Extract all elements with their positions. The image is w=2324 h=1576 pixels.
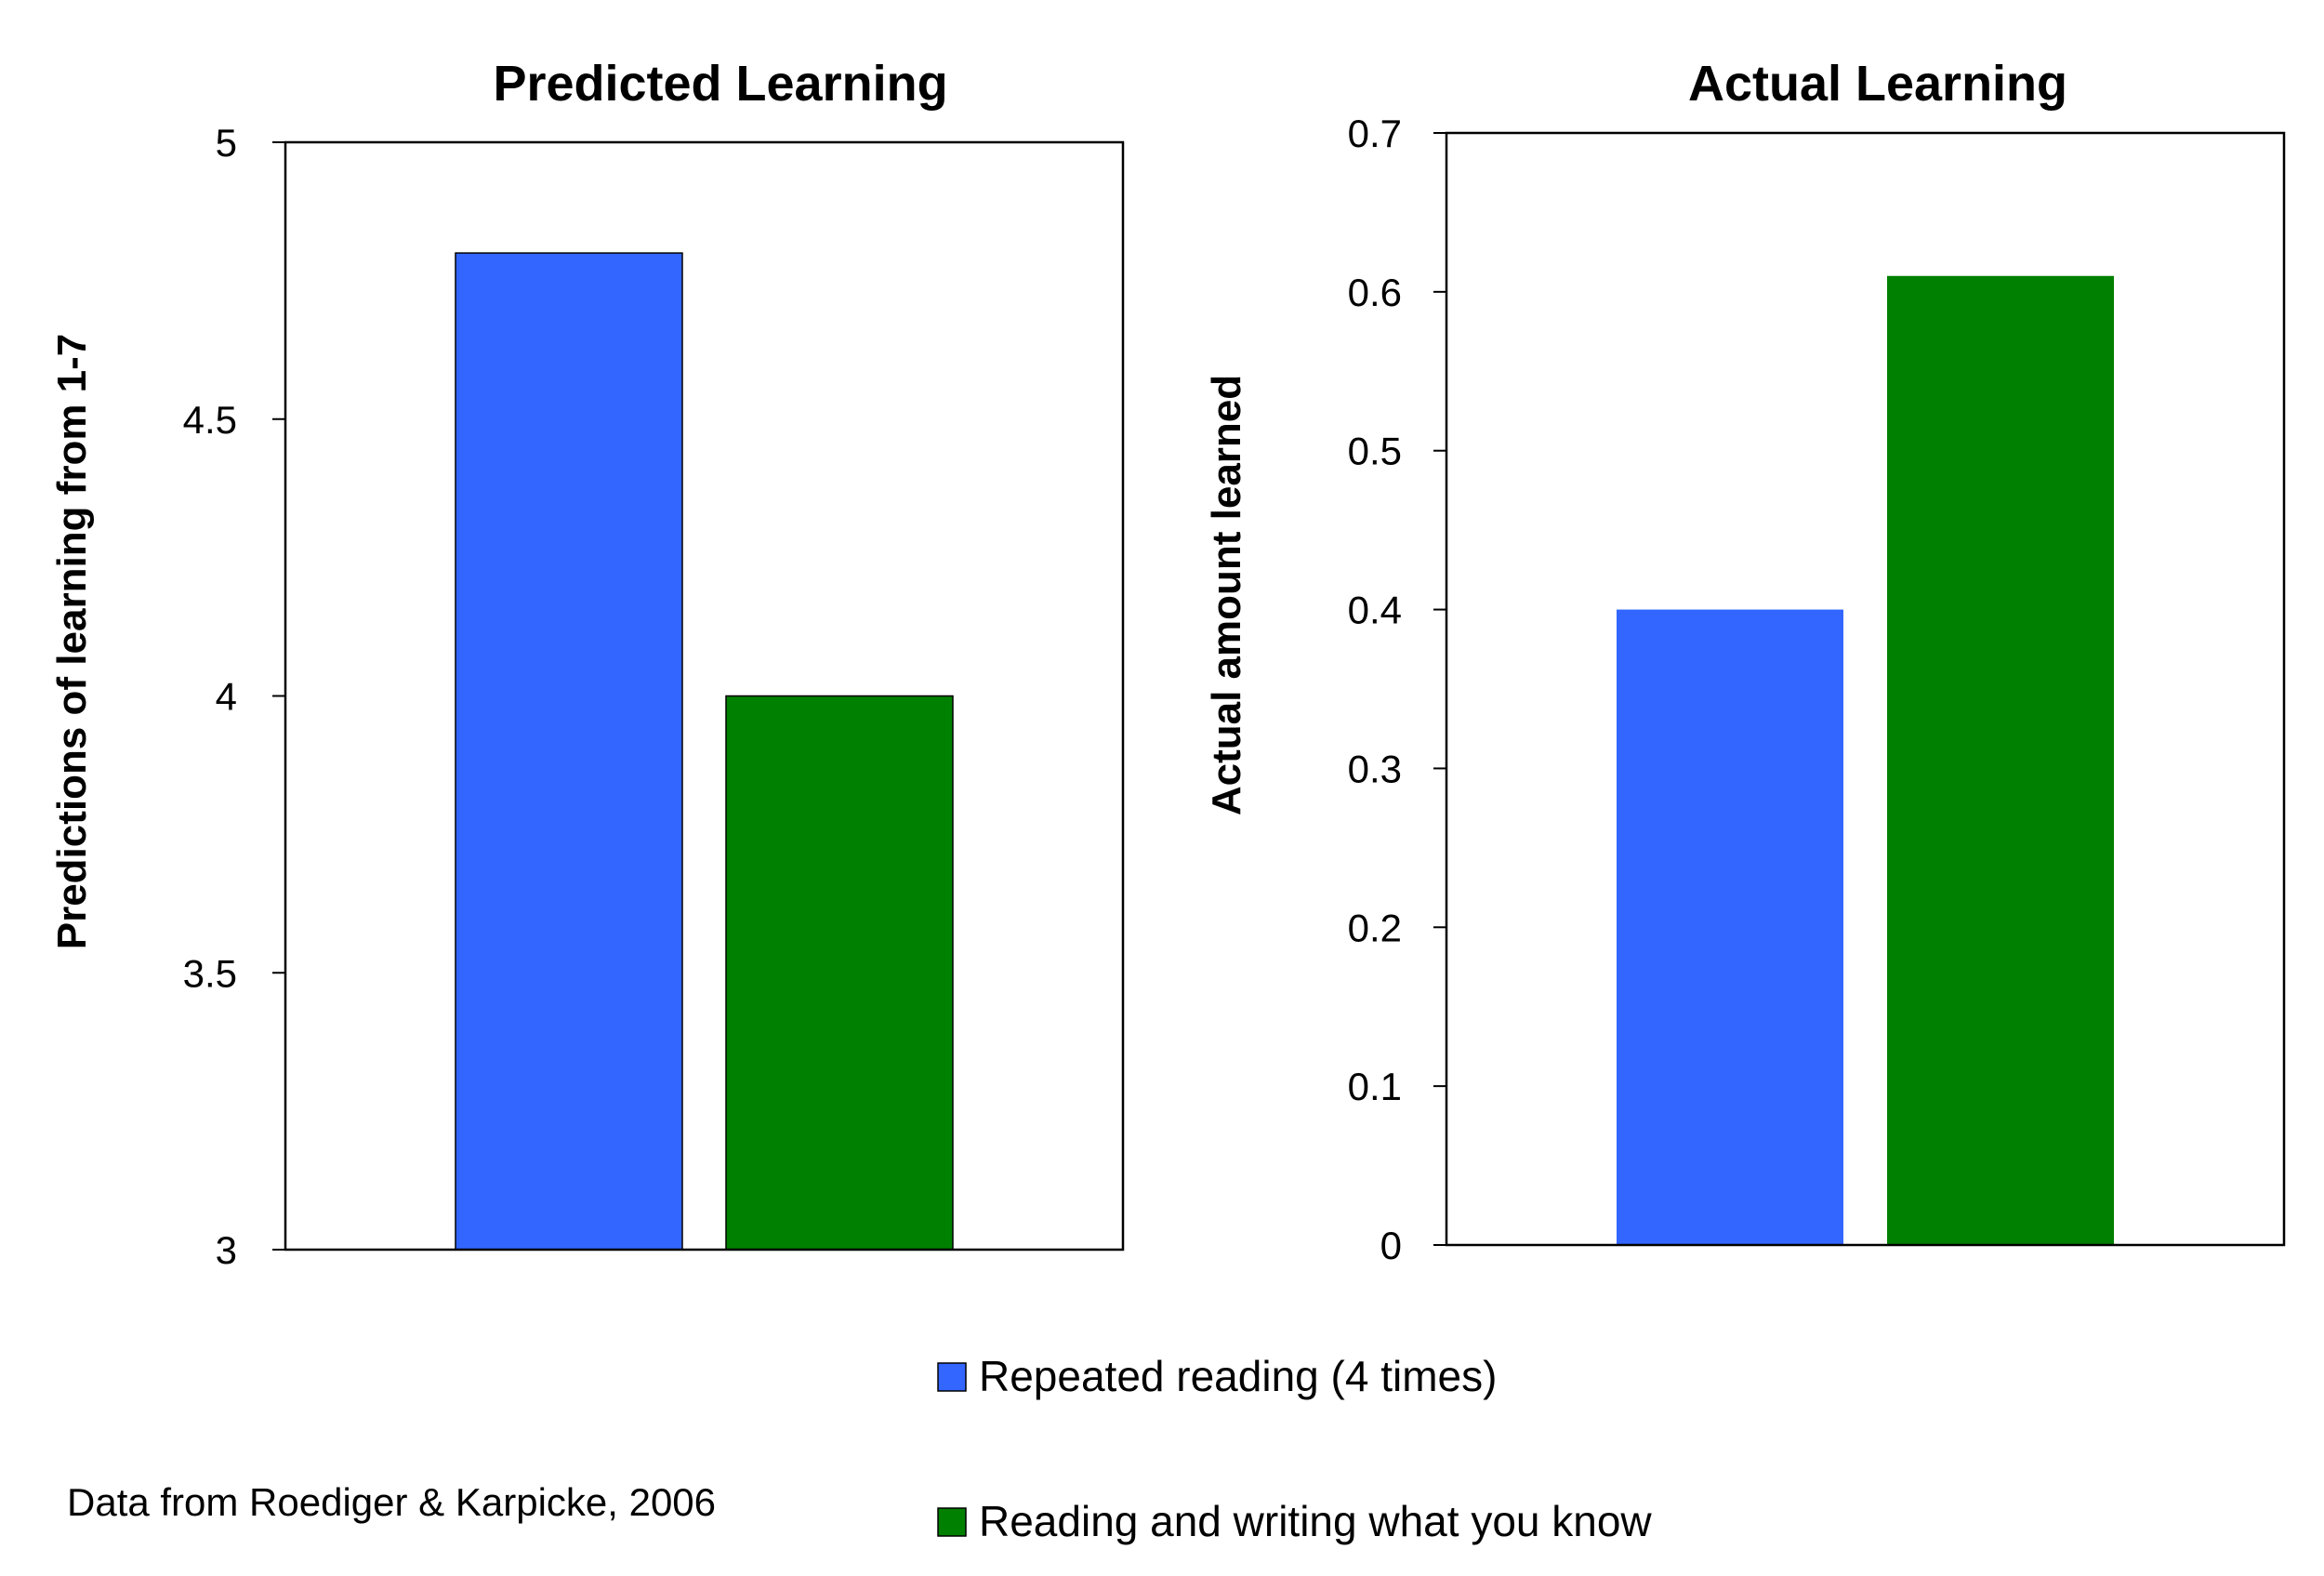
y-axis-label-predicted: Predictions of learning from 1-7 [49,334,95,950]
bars-actual [1617,275,2114,1245]
y-tick-label-predicted: 3.5 [183,951,237,995]
legend-swatch-repeated [937,1362,967,1392]
chart-title-predicted: Predicted Learning [493,56,947,112]
y-tick-label-actual: 0.2 [1348,906,1402,949]
predicted-learning-chart: Predicted Learning Predictions of learni… [49,56,1125,1272]
y-tick-label-predicted: 4 [216,675,237,719]
y-tick-label-actual: 0.6 [1348,271,1402,314]
plot-frame-actual [1445,131,2286,1247]
bar-actual-writing [1887,275,2114,1245]
legend-label-writing: Reading and writing what you know [979,1497,1652,1545]
bar-predicted-writing [725,695,954,1251]
y-tick-label-actual: 0.3 [1348,747,1402,790]
actual-learning-chart: Actual Learning Actual amount learned 00… [1204,56,2286,1267]
y-tick-label-actual: 0.4 [1348,589,1402,632]
y-tick-label-actual: 0.5 [1348,430,1402,473]
legend: Repeated reading (4 times) Reading and w… [937,1352,1652,1545]
y-tick-label-predicted: 4.5 [183,398,237,442]
y-tick-label-predicted: 3 [216,1228,237,1272]
y-axis-label-actual: Actual amount learned [1204,375,1249,815]
legend-label-repeated: Repeated reading (4 times) [979,1352,1497,1400]
plot-frame-predicted [284,140,1125,1252]
y-tick-label-actual: 0.1 [1348,1065,1402,1108]
y-tick-label-actual: 0.7 [1348,112,1402,155]
bar-actual-repeated [1617,609,1843,1245]
y-ticks-actual: 0 0.1 0.2 0.3 0.4 0.5 0.6 0.7 [1348,112,1446,1267]
bar-predicted-repeated [455,252,683,1251]
source-note: Data from Roediger & Karpicke, 2006 [67,1480,716,1524]
legend-swatch-writing [937,1507,967,1537]
bars-predicted [455,252,954,1251]
chart-title-actual: Actual Learning [1688,56,2067,112]
y-tick-label-actual: 0 [1380,1224,1402,1267]
y-tick-label-predicted: 5 [216,121,237,165]
y-ticks-predicted: 3 3.5 4 4.5 5 [183,121,285,1272]
